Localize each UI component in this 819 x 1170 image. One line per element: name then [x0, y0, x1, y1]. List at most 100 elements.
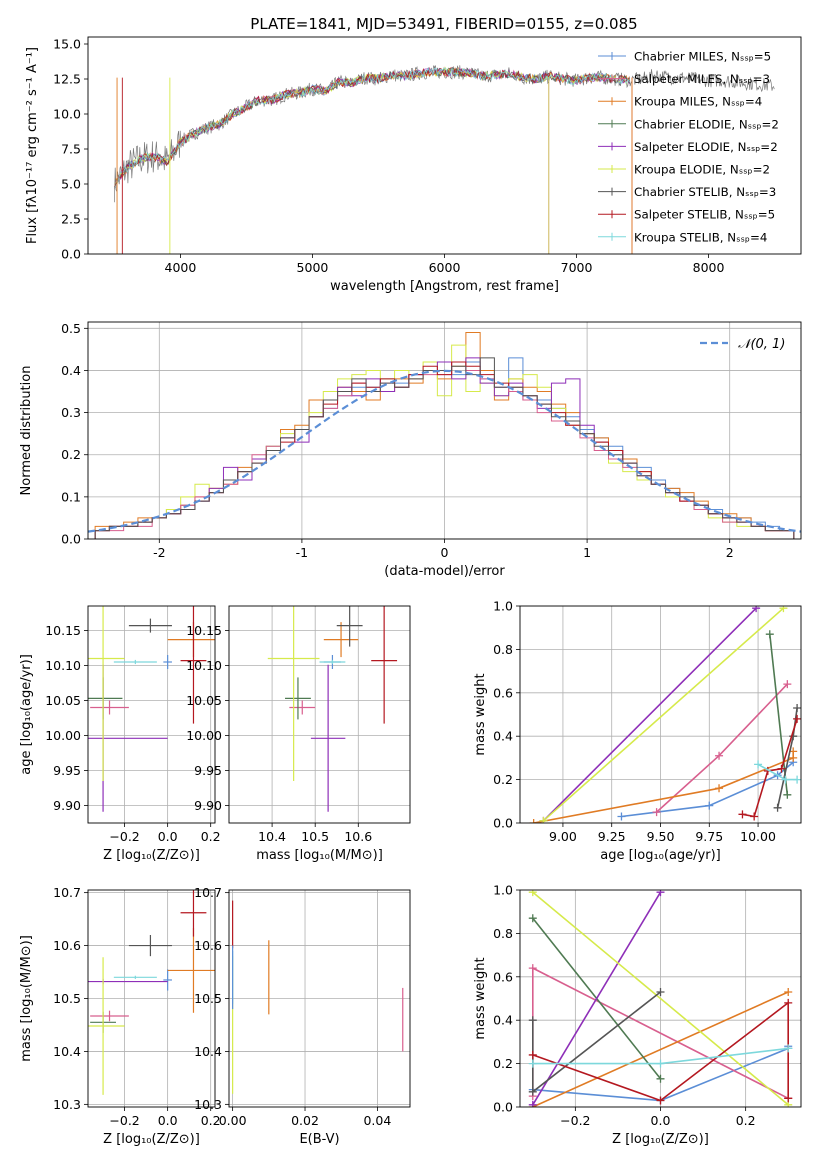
y-tick-label: 1.0: [493, 599, 513, 614]
panel-weight_vs_age: 9.00 9.25 9.50 9.75 10.00 0.0 0.2 0.4 0.6 0.8 1.0 a…: [473, 599, 802, 863]
y-axis-label: mass [log₁₀(M/M⊙)]: [19, 935, 34, 1062]
weight-marker: [784, 1094, 793, 1103]
panel-mass_vs_Z: −0.2 0.0 0.210.310.410.510.610.7Z [log₁₀(Z…: [19, 885, 221, 1147]
legend-label: Salpeter MILES, Nₛₛₚ=3: [634, 72, 770, 86]
y-tick-label: 0.2: [61, 447, 81, 462]
y-tick-label: 15.0: [53, 37, 81, 52]
x-tick-label: 1: [583, 545, 591, 560]
y-tick-label: 10.05: [45, 693, 81, 708]
y-tick-label: 0.4: [61, 363, 81, 378]
panel-age_vs_mass: 10.4 10.5 10.6 9.90 9.95 10.00 10.05 10.10 10.15…: [186, 605, 411, 863]
plot-body: [229, 606, 410, 823]
plot-body: [88, 322, 801, 539]
x-tick-label: 9.00: [549, 829, 577, 844]
y-tick-label: 0.0: [493, 1100, 513, 1115]
legend: Chabrier MILES, Nₛₛₚ=5 Salpeter MILES, Nₛ…: [598, 50, 779, 244]
weight-marker: [715, 751, 724, 760]
weight-marker: [528, 1100, 537, 1107]
weight-marker: [750, 812, 759, 821]
x-tick-label: 5000: [297, 260, 329, 275]
x-tick-label: 0.0: [158, 829, 178, 844]
y-tick-label: 0.6: [493, 969, 513, 984]
plot-body: [520, 890, 801, 1107]
plot-body: [88, 890, 215, 1107]
x-tick-label: 0.2: [201, 829, 221, 844]
legend-label: Chabrier MILES, Nₛₛₚ=5: [634, 50, 771, 64]
legend-label: Kroupa MILES, Nₛₛₚ=4: [634, 95, 762, 109]
y-tick-label: 0.0: [61, 247, 81, 262]
y-tick-label: 10.7: [194, 885, 222, 900]
x-tick-label: 0: [441, 545, 449, 560]
panel-weight_vs_Z: −0.2 0.0 0.2 0.0 0.2 0.4 0.6 0.8 1.0 Z [log₁₀(Z/Z…: [473, 883, 802, 1147]
x-tick-label: 10.5: [301, 829, 329, 844]
y-axis-label: age [log₁₀(age/yr)]: [19, 654, 34, 775]
y-axis-label: Normed distribution: [19, 366, 34, 496]
plot-body: [229, 890, 410, 1107]
x-axis-label: age [log₁₀(age/yr)]: [600, 848, 721, 863]
weight-line: [542, 607, 784, 822]
weight-marker: [528, 1087, 537, 1096]
legend-label: Kroupa STELIB, Nₛₛₚ=4: [634, 230, 767, 244]
y-tick-label: 0.2: [493, 772, 513, 787]
weight-marker: [529, 819, 538, 823]
weight-marker: [528, 1050, 537, 1059]
x-tick-label: 10.6: [344, 829, 372, 844]
legend-label: Chabrier STELIB, Nₛₛₚ=3: [634, 185, 776, 199]
y-tick-label: 0.0: [61, 532, 81, 547]
model-spectrum: [114, 67, 630, 189]
weight-marker: [783, 680, 792, 689]
weight-marker: [539, 816, 548, 823]
x-tick-label: 4000: [165, 260, 197, 275]
legend-label: 𝒩(0, 1): [738, 337, 785, 352]
x-tick-label: -2: [153, 545, 165, 560]
y-tick-label: 10.5: [194, 991, 222, 1006]
x-axis-label: E(B-V): [299, 1132, 339, 1147]
plot-body: [88, 606, 215, 823]
weight-marker: [528, 1016, 537, 1025]
weight-marker: [765, 630, 774, 639]
weight-marker: [784, 1044, 793, 1053]
y-tick-label: 10.15: [45, 623, 81, 638]
gaussian-curve: [88, 369, 801, 533]
model-spectrum: [114, 66, 630, 189]
weight-line: [769, 634, 789, 795]
x-tick-label: 0.0: [651, 1113, 671, 1128]
panel-mass_vs_ebv: 0.00 0.02 0.04 10.3 10.4 10.5 10.6 10.7 E(B-V): [194, 885, 411, 1147]
weight-marker: [617, 812, 626, 821]
y-tick-label: 0.8: [493, 642, 513, 657]
x-axis-label: Z [log₁₀(Z/Z⊙)]: [103, 848, 200, 863]
y-tick-label: 10.4: [53, 1044, 81, 1059]
y-tick-label: 0.4: [493, 729, 513, 744]
weight-line: [532, 891, 789, 1106]
x-tick-label: 0.02: [291, 1113, 319, 1128]
weight-line: [533, 751, 795, 823]
weight-marker: [656, 1059, 665, 1068]
axes-frame: [228, 889, 411, 1108]
x-tick-label: −0.2: [560, 1113, 590, 1128]
y-tick-label: 1.0: [493, 883, 513, 898]
y-tick-label: 10.3: [53, 1097, 81, 1112]
axes-frame: [228, 605, 411, 824]
y-tick-label: 10.10: [186, 658, 222, 673]
weight-marker: [656, 1096, 665, 1105]
y-tick-label: 10.10: [45, 658, 81, 673]
x-tick-label: 10.00: [740, 829, 776, 844]
model-spectrum: [114, 66, 630, 189]
weight-marker: [656, 987, 665, 996]
weight-marker: [793, 775, 801, 784]
axes-frame: [519, 889, 802, 1108]
legend-label: Chabrier ELODIE, Nₛₛₚ=2: [634, 117, 779, 131]
y-axis-label: Flux [fλ10⁻¹⁷ erg cm⁻² s⁻¹ A⁻¹]: [25, 47, 40, 244]
model-spectrum: [114, 67, 630, 189]
y-tick-label: 10.0: [53, 107, 81, 122]
y-tick-label: 9.95: [194, 763, 222, 778]
model-spectrum: [114, 66, 630, 189]
weight-marker: [779, 606, 788, 613]
y-tick-label: 0.3: [61, 405, 81, 420]
weight-marker: [656, 1074, 665, 1083]
y-tick-label: 0.5: [61, 321, 81, 336]
y-tick-label: 10.7: [53, 885, 81, 900]
y-tick-label: 10.4: [194, 1044, 222, 1059]
x-tick-label: 9.50: [647, 829, 675, 844]
